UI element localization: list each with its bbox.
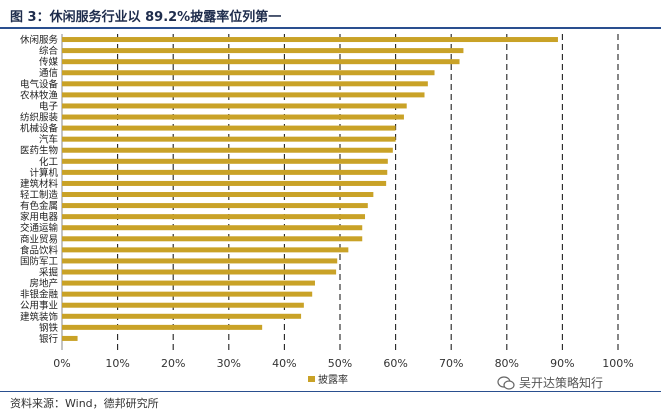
bar: [62, 81, 428, 87]
category-label: 银行: [39, 333, 59, 345]
category-label: 汽车: [39, 134, 58, 146]
bar: [62, 291, 313, 297]
category-label: 电子: [39, 100, 59, 112]
x-tick-label: 100%: [602, 357, 633, 370]
x-tick-label: 50%: [328, 357, 352, 370]
category-label: 机械设备: [20, 123, 59, 135]
bar: [62, 37, 558, 43]
bar: [62, 203, 368, 209]
category-label: 食品饮料: [20, 244, 59, 256]
bottom-rule: [0, 391, 661, 392]
category-label: 化工: [39, 156, 59, 168]
watermark-text: 吴开达策略知行: [519, 376, 604, 390]
x-tick-label: 0%: [53, 357, 70, 370]
category-label: 轻工制造: [20, 189, 59, 201]
bar: [62, 236, 363, 242]
category-label: 传媒: [39, 56, 59, 68]
category-label: 电气设备: [20, 78, 59, 90]
legend-label: 披露率: [318, 373, 348, 386]
wechat-icon: [497, 375, 515, 390]
bar: [62, 158, 388, 164]
bar: [62, 92, 425, 98]
bar: [62, 136, 396, 142]
x-tick-label: 90%: [550, 357, 574, 370]
category-label: 公用事业: [20, 300, 58, 312]
x-tick-label: 30%: [217, 357, 241, 370]
watermark: 吴开达策略知行: [497, 374, 603, 391]
category-label: 农林牧渔: [20, 89, 59, 101]
category-label: 纺织服装: [20, 112, 59, 124]
x-tick-label: 40%: [272, 357, 296, 370]
category-label: 建筑装饰: [20, 311, 58, 323]
category-label: 家用电器: [20, 211, 59, 223]
bar: [62, 313, 302, 319]
bar: [62, 59, 460, 65]
bar: [62, 192, 374, 198]
category-label: 通信: [39, 67, 58, 79]
bar: [62, 269, 337, 275]
category-label: 房地产: [29, 278, 58, 290]
legend-swatch: [308, 376, 315, 382]
category-label: 建筑材料: [20, 178, 59, 190]
bar: [62, 114, 404, 120]
bar: [62, 214, 366, 220]
category-label: 有色金属: [20, 200, 58, 212]
category-label: 国防军工: [20, 255, 59, 267]
x-tick-label: 60%: [383, 357, 407, 370]
category-label: 计算机: [29, 167, 58, 179]
bar: [62, 225, 363, 231]
category-label: 交通运输: [20, 222, 59, 234]
x-tick-label: 10%: [105, 357, 129, 370]
bar: [62, 247, 349, 253]
bar: [62, 125, 396, 131]
bar: [62, 324, 263, 330]
bar: [62, 280, 315, 286]
source-note: 资料来源：Wind，德邦研究所: [10, 397, 159, 410]
category-label: 钢铁: [39, 322, 59, 334]
bar: [62, 258, 338, 264]
bar: [62, 147, 393, 153]
x-tick-label: 20%: [161, 357, 185, 370]
x-tick-label: 80%: [495, 357, 519, 370]
bar: [62, 70, 435, 76]
bar: [62, 103, 407, 109]
bar: [62, 180, 387, 186]
category-label: 休闲服务: [20, 34, 59, 46]
bar: [62, 302, 304, 308]
category-label: 采掘: [39, 267, 58, 279]
category-label: 综合: [39, 45, 59, 57]
bar: [62, 169, 388, 175]
bar: [62, 335, 78, 341]
category-label: 医药生物: [20, 145, 59, 157]
figure-title: 图 3：休闲服务行业以 89.2%披露率位列第一: [10, 10, 282, 25]
bar: [62, 48, 464, 54]
title-rule: [0, 27, 661, 29]
category-label: 非银金融: [20, 289, 59, 301]
x-tick-label: 70%: [439, 357, 463, 370]
category-label: 商业贸易: [20, 233, 58, 245]
